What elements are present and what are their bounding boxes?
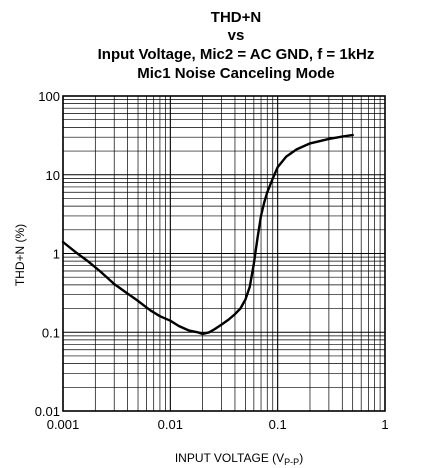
x-tick-label: 0.1 — [269, 417, 287, 432]
chart-title-line-1: THD+N — [211, 9, 261, 26]
x-axis-label-main: INPUT VOLTAGE (V — [175, 451, 284, 465]
y-tick-label: 0.1 — [42, 325, 60, 340]
x-axis-label-subscript: P-P — [284, 457, 299, 467]
series-line-thdn — [61, 133, 354, 336]
x-axis-label: INPUT VOLTAGE (VP-P) — [175, 451, 303, 467]
y-axis-label: THD+N (%) — [13, 224, 27, 286]
grid-lines — [62, 96, 385, 412]
chart-title-line-3: Input Voltage, Mic2 = AC GND, f = 1kHz — [98, 46, 375, 63]
y-tick-label: 1 — [53, 247, 60, 262]
y-tick-label: 0.01 — [35, 404, 60, 419]
chart-title-line-4: Mic1 Noise Canceling Mode — [137, 65, 335, 82]
y-tick-label: 100 — [38, 89, 60, 104]
x-axis-label-close: ) — [299, 451, 303, 465]
chart-title-line-2: vs — [228, 27, 245, 44]
x-tick-label: 1 — [381, 417, 388, 432]
y-tick-label: 10 — [46, 168, 60, 183]
x-tick-label: 0.001 — [47, 417, 80, 432]
plot-frame — [62, 95, 386, 412]
x-tick-label: 0.01 — [158, 417, 183, 432]
